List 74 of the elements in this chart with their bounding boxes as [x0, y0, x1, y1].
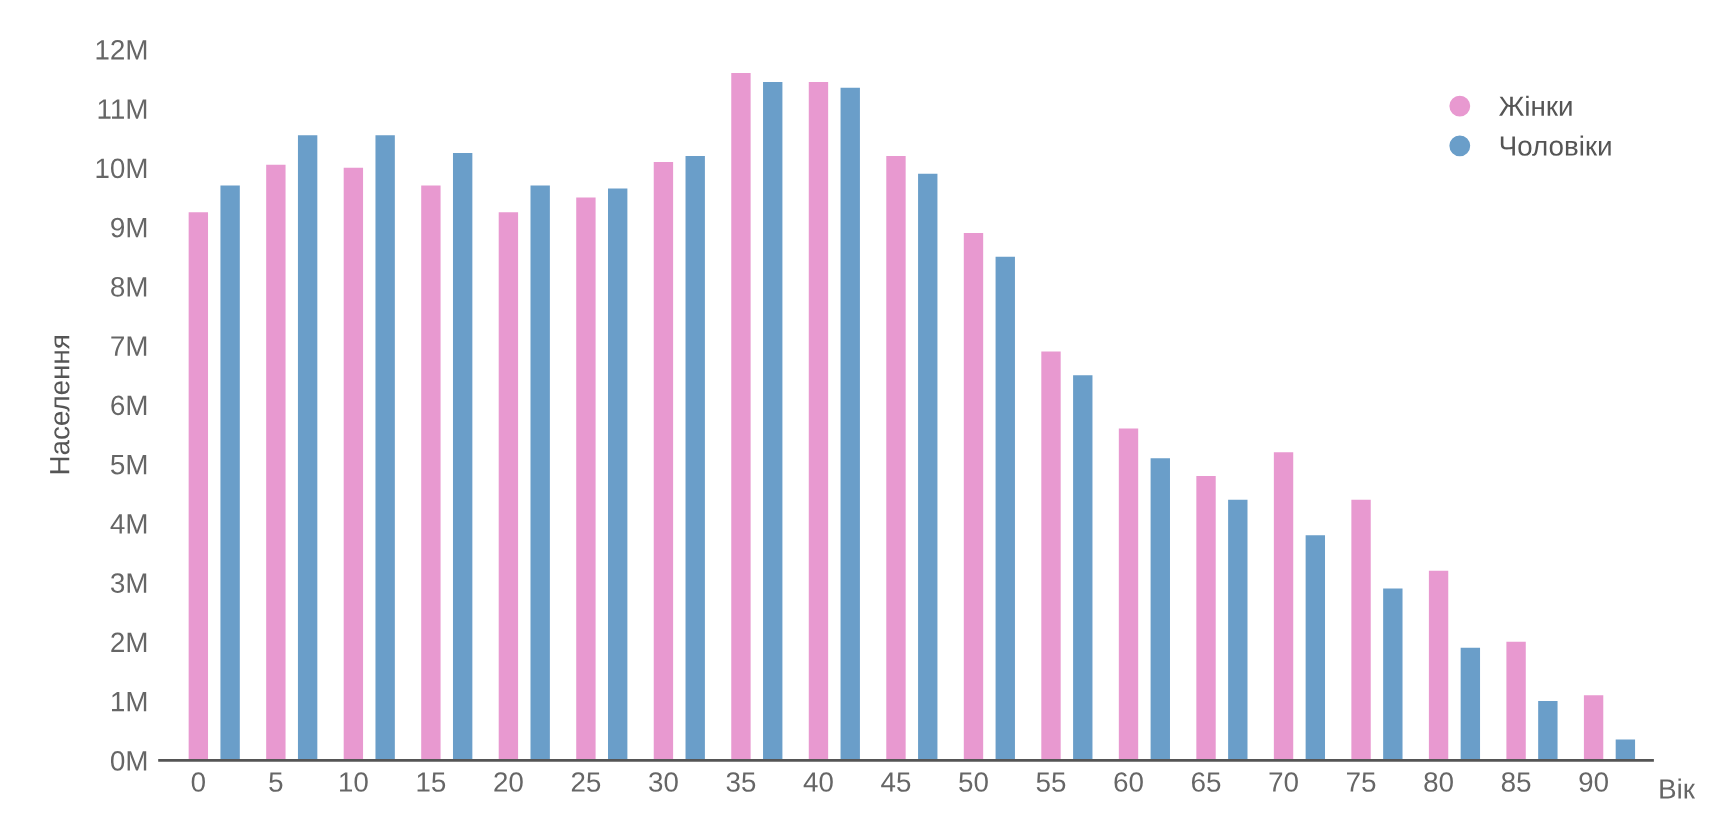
y-tick-label: 3M: [110, 573, 147, 593]
y-tick-label: 0M: [110, 751, 147, 771]
y-tick-label: 1M: [112, 692, 147, 712]
x-tick-label: 75: [1347, 772, 1376, 792]
y-tick-label: 4M: [110, 514, 147, 534]
bar: [188, 212, 209, 761]
x-axis-title: Вік: [1660, 778, 1696, 799]
bar: [452, 153, 473, 761]
bar: [1073, 375, 1093, 761]
x-tick-label: 15: [417, 772, 446, 792]
x-tick-label: 70: [1269, 772, 1298, 792]
bar: [685, 155, 705, 761]
x-tick-label: 10: [340, 772, 368, 792]
y-tick-label: 2M: [111, 632, 147, 652]
bar: [375, 135, 395, 761]
y-tick-label: 7M: [111, 336, 147, 356]
bar: [576, 197, 596, 761]
bar: [1583, 695, 1604, 761]
x-tick-label: 0: [191, 772, 205, 792]
y-tick-label: 6M: [111, 395, 147, 416]
x-tick-label: 60: [1114, 772, 1143, 792]
bar: [1305, 535, 1326, 761]
y-tick-label: 11M: [98, 99, 147, 119]
bar: [886, 155, 906, 761]
x-tick-label: 30: [649, 772, 678, 792]
x-tick-label: 20: [494, 772, 523, 792]
bar: [1460, 647, 1481, 761]
bar: [297, 135, 318, 761]
bar: [808, 81, 829, 761]
bar: [963, 233, 984, 761]
bar: [1428, 570, 1449, 761]
x-tick-label: 40: [803, 772, 833, 792]
y-tick-label: 9M: [111, 217, 147, 238]
bar: [840, 87, 860, 761]
bar: [1383, 588, 1403, 761]
bar: [1615, 739, 1636, 761]
bar: [1118, 428, 1139, 761]
x-tick-label: 50: [959, 772, 988, 792]
y-tick-label: 12M: [96, 39, 147, 60]
bar: [1273, 452, 1294, 761]
bar: [220, 185, 240, 761]
x-tick-label: 35: [726, 772, 756, 792]
bar: [266, 164, 286, 761]
legend-label: Чоловіки: [1500, 135, 1611, 156]
bar: [731, 73, 751, 761]
x-tick-label: 25: [571, 772, 601, 792]
bar: [530, 185, 550, 761]
bar: [1150, 458, 1170, 761]
y-tick-label: 5M: [111, 455, 147, 475]
bar: [421, 185, 441, 761]
bar: [608, 188, 628, 761]
bar: [1351, 499, 1371, 761]
y-tick-label: 10M: [96, 158, 147, 179]
bar: [498, 212, 519, 761]
bar: [1196, 475, 1216, 761]
x-tick-label: 55: [1036, 772, 1066, 792]
x-tick-label: 90: [1579, 772, 1608, 792]
x-tick-label: 45: [881, 772, 911, 792]
bar: [995, 256, 1015, 761]
bar: [1538, 701, 1558, 761]
x-tick-label: 5: [269, 772, 283, 792]
y-tick-label: 8M: [111, 277, 147, 297]
x-tick-label: 80: [1424, 772, 1453, 792]
bar: [343, 167, 364, 761]
bar: [918, 173, 938, 761]
y-axis-title: Населення: [50, 336, 70, 474]
bar: [653, 161, 674, 761]
bar: [1041, 351, 1061, 761]
bar: [1228, 499, 1248, 761]
bar: [763, 81, 783, 761]
x-tick-label: 65: [1191, 772, 1221, 792]
x-tick-label: 85: [1501, 772, 1531, 792]
bar: [1506, 641, 1526, 761]
legend-label: Жінки: [1499, 95, 1572, 116]
